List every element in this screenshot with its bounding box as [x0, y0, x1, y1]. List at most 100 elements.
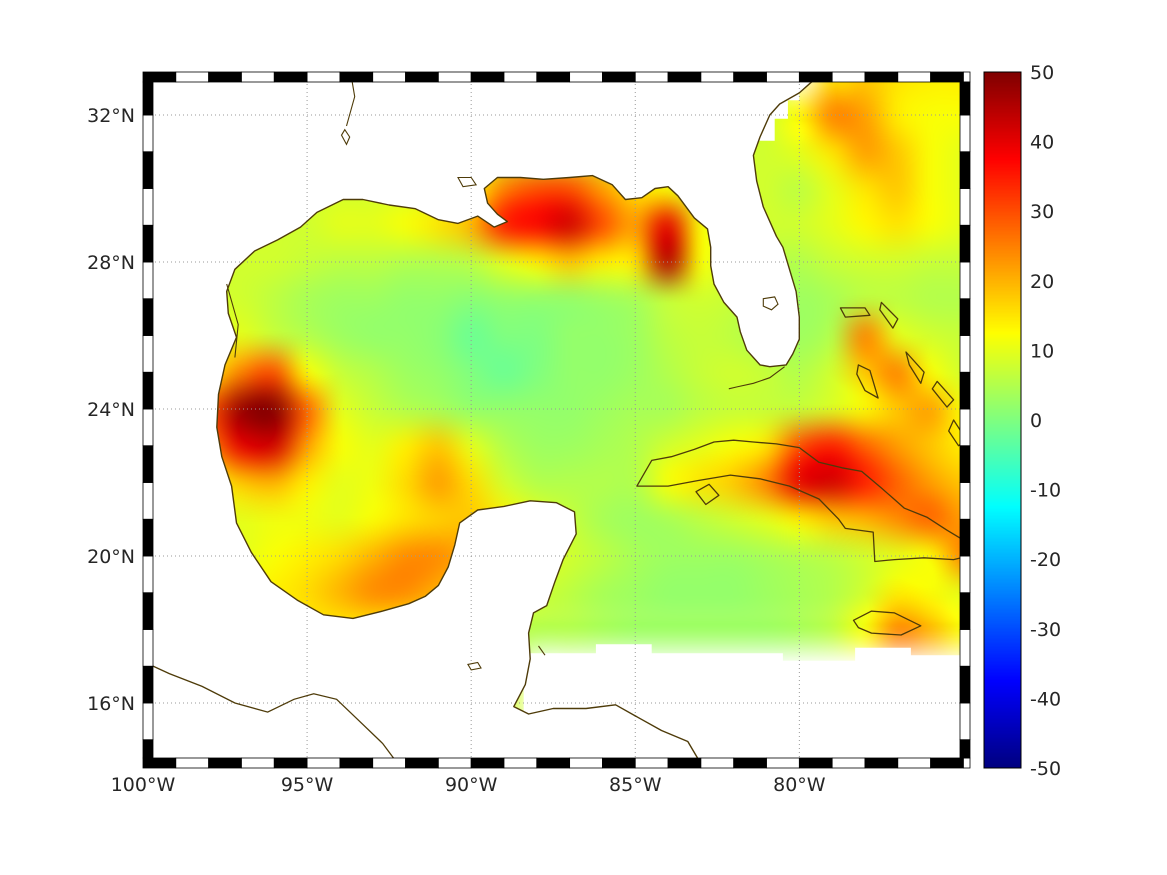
- frame-segment-bottom: [273, 757, 308, 769]
- x-tick-label: 100°W: [111, 774, 176, 796]
- island-grand_bahama: [839, 307, 871, 318]
- frame-segment-top: [405, 71, 439, 83]
- frame-segment-right: [959, 739, 971, 759]
- frame-segment-top: [306, 71, 341, 83]
- frame-segment-bottom: [306, 757, 341, 769]
- frame-segment-right: [959, 629, 971, 667]
- no-data-mask-0: [523, 644, 970, 768]
- colorbar-gradient: [984, 72, 1021, 768]
- frame-segment-left: [142, 188, 154, 226]
- frame-segment-bottom: [470, 757, 505, 769]
- frame-segment-bottom: [142, 757, 177, 769]
- frame-segment-left: [142, 298, 154, 336]
- frame-segment-top: [372, 71, 406, 83]
- frame-segment-bottom: [208, 757, 242, 769]
- frame-segment-top: [798, 71, 833, 83]
- colorbar-tick-label: 30: [1030, 201, 1054, 223]
- frame-segment-left: [142, 592, 154, 630]
- frame-segment-left: [142, 482, 154, 520]
- frame-segment-top: [536, 71, 571, 83]
- frame-segment-top: [241, 71, 275, 83]
- frame-segment-right: [959, 408, 971, 447]
- frame-segment-bottom: [831, 757, 866, 769]
- frame-segment-left: [142, 665, 154, 704]
- graticule-layer: [143, 72, 970, 768]
- frame-segment-bottom: [766, 757, 800, 769]
- frame-segment-bottom: [634, 757, 669, 769]
- y-tick-label: 16°N: [87, 693, 135, 715]
- island-jamaica: [852, 610, 922, 636]
- frame-segment-top: [602, 71, 636, 83]
- frame-segment-top: [470, 71, 505, 83]
- line-belize_cays: [538, 645, 546, 656]
- frame-segment-bottom: [667, 757, 702, 769]
- frame-segment-top: [503, 71, 538, 83]
- colorbar-tick-label: -30: [1030, 619, 1061, 641]
- frame-segment-right: [959, 445, 971, 483]
- frame-segment-top: [963, 71, 971, 83]
- x-tick-label: 80°W: [773, 774, 826, 796]
- frame-segment-left: [142, 702, 154, 741]
- frame-segment-left: [142, 518, 154, 557]
- island-andros: [856, 364, 879, 399]
- frame-segment-bottom: [864, 757, 899, 769]
- coastline-pacific: [143, 660, 400, 766]
- colorbar-tick-label: 40: [1030, 132, 1054, 154]
- x-tick-label: 90°W: [445, 774, 498, 796]
- frame-segment-right: [959, 555, 971, 594]
- frame-segment-top: [766, 71, 800, 83]
- frame-segment-top: [273, 71, 308, 83]
- y-tick-label: 24°N: [87, 399, 135, 421]
- colorbar-tick-label: -20: [1030, 549, 1061, 571]
- frame-segment-right: [959, 592, 971, 630]
- frame-segment-top: [142, 71, 177, 83]
- land-layer: [143, 72, 970, 768]
- frame-segment-bottom: [963, 757, 971, 769]
- island-abaco: [879, 301, 899, 329]
- frame-segment-bottom: [930, 757, 964, 769]
- lake-peten: [467, 661, 482, 671]
- coastline-layer: [143, 72, 970, 768]
- frame-segment-bottom: [569, 757, 603, 769]
- frame-segment-right: [959, 702, 971, 741]
- frame-segment-top: [339, 71, 374, 83]
- y-tick-label: 20°N: [87, 546, 135, 568]
- colorbar-layer: 50 40 30 20 10 0 -10 -20 -30 -40 -50: [983, 62, 1061, 780]
- y-axis-tick-labels: 32°N 28°N 24°N 20°N 16°N: [87, 105, 135, 715]
- frame-segment-left: [142, 81, 154, 116]
- frame-segment-right: [959, 151, 971, 189]
- frame-segment-right: [959, 224, 971, 263]
- frame-segment-bottom: [372, 757, 406, 769]
- colorbar-tick-label: 50: [1030, 62, 1054, 84]
- line-florida_keys: [728, 366, 785, 390]
- frame-segment-right: [959, 114, 971, 153]
- frame-segment-right: [959, 335, 971, 373]
- x-axis-tick-labels: 100°W 95°W 90°W 85°W 80°W: [111, 774, 826, 796]
- x-tick-label: 95°W: [281, 774, 334, 796]
- coastline-mainland: [216, 72, 826, 768]
- frame-segment-bottom: [700, 757, 735, 769]
- frame-segment-bottom: [241, 757, 275, 769]
- frame-segment-bottom: [503, 757, 538, 769]
- lake-toledo_bend: [340, 128, 351, 146]
- frame-segment-bottom: [897, 757, 932, 769]
- frame-segment-left: [142, 445, 154, 483]
- frame-segment-top: [864, 71, 899, 83]
- line-texas_lagoon: [226, 283, 239, 358]
- frame-segment-left: [142, 739, 154, 759]
- frame-segment-top: [831, 71, 866, 83]
- frame-segment-left: [142, 335, 154, 373]
- frame-segment-bottom: [733, 757, 767, 769]
- frame-segment-right: [959, 482, 971, 520]
- frame-segment-top: [667, 71, 702, 83]
- frame-segment-left: [142, 629, 154, 667]
- island-eleuthera: [905, 351, 925, 384]
- frame-segment-top: [733, 71, 767, 83]
- frame-segment-top: [569, 71, 603, 83]
- colorbar-tick-label: -50: [1030, 758, 1061, 780]
- x-tick-label: 85°W: [609, 774, 662, 796]
- colorbar-tick-label: -10: [1030, 480, 1061, 502]
- frame-segment-bottom: [798, 757, 833, 769]
